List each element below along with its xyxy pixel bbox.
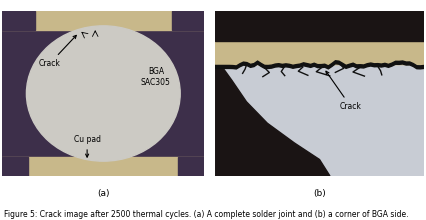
Bar [178,157,204,176]
Text: Crack: Crack [326,71,362,111]
Polygon shape [215,11,330,176]
Bar [215,11,424,41]
Bar [2,11,35,30]
Bar [215,11,424,41]
Text: Figure 5: Crack image after 2500 thermal cycles. (a) A complete solder joint and: Figure 5: Crack image after 2500 thermal… [4,210,409,219]
Ellipse shape [26,26,180,161]
Text: BGA
SAC305: BGA SAC305 [141,67,171,87]
Text: Crack: Crack [38,35,76,68]
Bar [2,157,204,176]
Bar [215,41,424,64]
Bar [2,157,29,176]
Text: (b): (b) [313,189,326,198]
Bar [2,11,204,30]
Bar [172,11,204,30]
Polygon shape [215,61,424,69]
Text: Cu pad: Cu pad [74,135,101,157]
Text: (a): (a) [97,189,109,198]
Bar [215,41,424,64]
